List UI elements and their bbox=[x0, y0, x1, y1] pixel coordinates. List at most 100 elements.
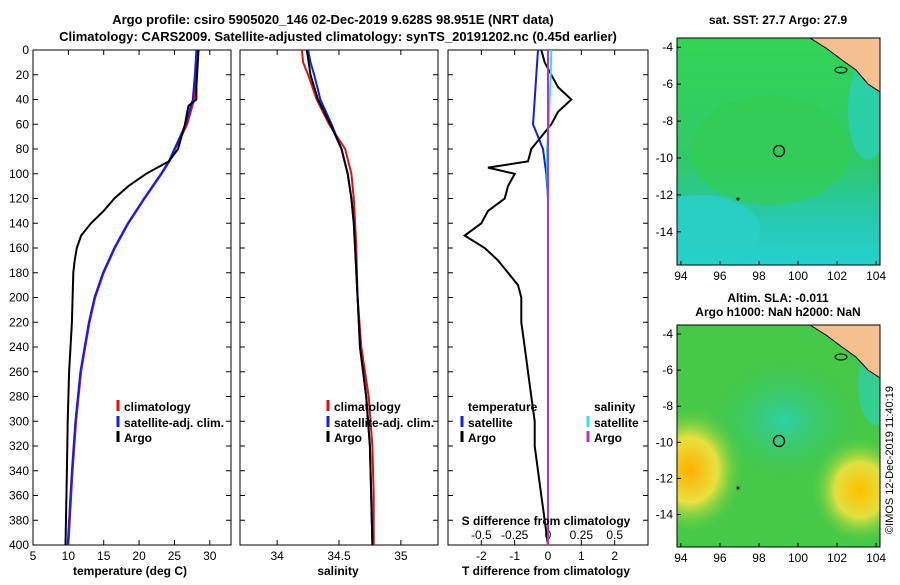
y-tick-label: 400 bbox=[9, 538, 29, 552]
map-y-tick-label: -14 bbox=[656, 508, 674, 522]
argo-float-marker bbox=[772, 144, 786, 158]
difference-legend: temperature satellite Argo salinity sate… bbox=[460, 400, 639, 445]
legend-label-satellite: satellite-adj. clim. bbox=[334, 416, 434, 430]
sumatra-land bbox=[810, 325, 880, 378]
series-line-satellite-adj-clim- bbox=[307, 49, 374, 546]
y-tick-label: 60 bbox=[16, 117, 30, 131]
y-tick-label: 120 bbox=[9, 192, 29, 206]
sst-map-title: sat. SST: 27.7 Argo: 27.9 bbox=[709, 13, 848, 27]
sla-map-axes: 94 96 98 100 102 104 -4 -6 -8 -10 -12 -14 bbox=[656, 327, 887, 565]
christmas-island-icon bbox=[736, 486, 740, 490]
y-tick-label: 180 bbox=[9, 266, 29, 280]
map-x-tick-label: 100 bbox=[788, 551, 808, 565]
x-tick-label: -2 bbox=[476, 549, 487, 563]
y-tick-label: 240 bbox=[9, 340, 29, 354]
sst-warm-patch bbox=[690, 95, 850, 205]
x-top-tick-label: -0.5 bbox=[471, 528, 492, 542]
y-tick-label: 160 bbox=[9, 241, 29, 255]
x-tick-label: 34 bbox=[270, 549, 284, 563]
x-tick-label: -1 bbox=[509, 549, 520, 563]
sst-map-axes: 94 96 98 100 102 104 -4 -6 -8 -10 -12 -14 bbox=[656, 40, 887, 283]
salinity-legend: climatology satellite-adj. clim. Argo bbox=[326, 400, 434, 445]
y-tick-label: 140 bbox=[9, 216, 29, 230]
series-line-argo bbox=[305, 49, 374, 546]
map-x-tick-label: 94 bbox=[674, 269, 688, 283]
y-tick-label: 40 bbox=[16, 93, 30, 107]
sla-map-title-line1: Altim. SLA: -0.011 bbox=[727, 291, 829, 305]
sla-map-title-line2: Argo h1000: NaN h2000: NaN bbox=[695, 305, 860, 319]
sla-center-patch bbox=[710, 360, 860, 480]
x-tick-label: 0 bbox=[545, 549, 552, 563]
series-line-t-argo bbox=[462, 49, 573, 546]
legend-label-t-argo: Argo bbox=[468, 431, 496, 445]
map-y-tick-label: -4 bbox=[662, 327, 673, 341]
x-tick-label: 25 bbox=[168, 549, 182, 563]
map-y-tick-label: -14 bbox=[656, 225, 674, 239]
map-y-tick-label: -8 bbox=[662, 399, 673, 413]
x-tick-label: 34.5 bbox=[327, 549, 351, 563]
y-tick-label: 380 bbox=[9, 513, 29, 527]
x-tick-label: 10 bbox=[62, 549, 76, 563]
difference-xlabel-top: S difference from climatology bbox=[462, 514, 631, 528]
x-top-tick-label: 0.5 bbox=[606, 528, 623, 542]
salinity-panel-frame bbox=[239, 49, 439, 546]
legend-heading-salinity: salinity bbox=[594, 400, 636, 414]
sst-map-frame bbox=[676, 37, 881, 266]
y-tick-label: 280 bbox=[9, 390, 29, 404]
legend-label-satellite: satellite-adj. clim. bbox=[124, 416, 224, 430]
map-x-tick-label: 94 bbox=[674, 551, 688, 565]
legend-heading-temperature: temperature bbox=[468, 400, 538, 414]
map-y-tick-label: -8 bbox=[662, 114, 673, 128]
temperature-panel-frame bbox=[32, 49, 232, 546]
sst-cool-patch bbox=[677, 195, 760, 265]
legend-label-s-satellite: satellite bbox=[594, 416, 639, 430]
x-top-tick-label: 0.25 bbox=[570, 528, 594, 542]
sla-map-frame bbox=[676, 324, 881, 548]
y-tick-label: 340 bbox=[9, 464, 29, 478]
imos-timestamp: ©IMOS 12-Dec-2019 11:40:19 bbox=[884, 386, 896, 534]
christmas-island-icon bbox=[736, 197, 740, 201]
series-line-climatology bbox=[300, 49, 375, 545]
map-y-tick-label: -4 bbox=[662, 40, 673, 54]
temperature-xlabel: temperature (deg C) bbox=[73, 564, 187, 578]
map-x-tick-label: 102 bbox=[827, 269, 847, 283]
sst-map bbox=[677, 38, 880, 265]
sla-high-east bbox=[810, 435, 880, 545]
legend-label-s-argo: Argo bbox=[594, 431, 622, 445]
island-icon bbox=[834, 353, 848, 361]
salinity-xlabel: salinity bbox=[317, 564, 359, 578]
map-y-tick-label: -10 bbox=[656, 435, 674, 449]
map-x-tick-label: 100 bbox=[788, 269, 808, 283]
temperature-plot: 5 10 15 20 25 3002040608010012014016018020022… bbox=[9, 43, 231, 563]
sumatra-coastline bbox=[809, 325, 880, 379]
y-tick-label: 300 bbox=[9, 414, 29, 428]
legend-label-climatology: climatology bbox=[334, 400, 401, 414]
sla-high-west bbox=[677, 405, 745, 535]
series-line-satellite-adj-clim- bbox=[66, 49, 198, 546]
x-top-tick-label: -0.25 bbox=[501, 528, 529, 542]
figure-title-line1: Argo profile: csiro 5905020_146 02-Dec-2… bbox=[112, 12, 554, 27]
map-x-tick-label: 102 bbox=[827, 551, 847, 565]
map-y-tick-label: -12 bbox=[656, 471, 674, 485]
argo-float-marker bbox=[772, 434, 786, 448]
map-y-tick-label: -10 bbox=[656, 151, 674, 165]
y-tick-label: 200 bbox=[9, 291, 29, 305]
island-icon bbox=[834, 66, 848, 74]
map-x-tick-label: 98 bbox=[752, 551, 766, 565]
sumatra-land bbox=[810, 38, 880, 92]
map-x-tick-label: 98 bbox=[752, 269, 766, 283]
difference-xlabel: T difference from climatology bbox=[462, 564, 630, 578]
map-x-tick-label: 104 bbox=[866, 551, 886, 565]
x-tick-label: 20 bbox=[132, 549, 146, 563]
series-line-climatology bbox=[67, 49, 199, 546]
series-line-argo bbox=[64, 49, 200, 546]
difference-plot: -2 -1 0 1 2-0.5 -0.25 0 0.25 0.5 bbox=[448, 49, 648, 563]
series-line-t-satellite bbox=[531, 49, 549, 545]
figure-title-line2: Climatology: CARS2009. Satellite-adjuste… bbox=[59, 29, 617, 44]
y-tick-label: 0 bbox=[22, 43, 29, 57]
y-tick-label: 80 bbox=[16, 142, 30, 156]
legend-label-t-satellite: satellite bbox=[468, 416, 513, 430]
y-tick-label: 320 bbox=[9, 439, 29, 453]
map-x-tick-label: 96 bbox=[713, 551, 727, 565]
